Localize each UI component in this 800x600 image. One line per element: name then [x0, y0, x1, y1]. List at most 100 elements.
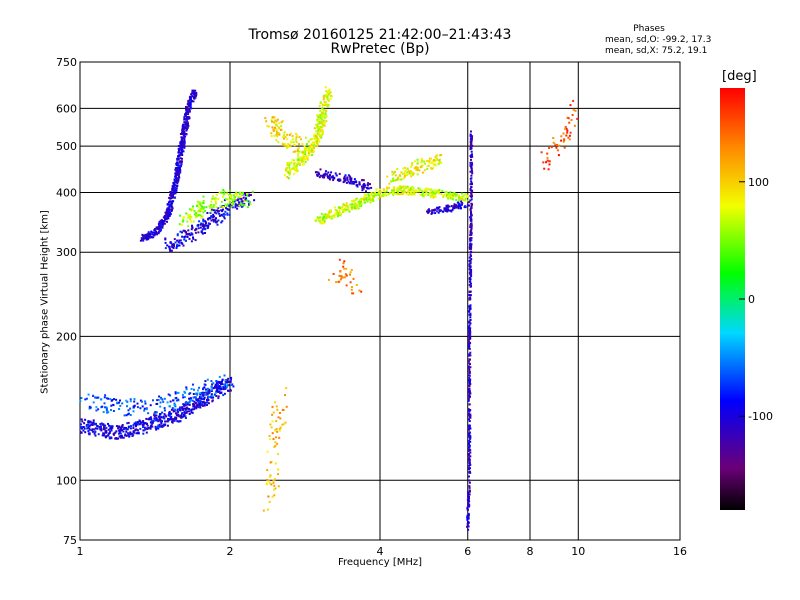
data-point — [160, 420, 163, 423]
data-point — [239, 196, 242, 198]
data-point — [100, 428, 103, 431]
data-point — [174, 168, 177, 171]
data-point — [127, 409, 130, 412]
data-point — [461, 203, 463, 206]
data-point — [322, 124, 325, 127]
data-point — [467, 425, 470, 428]
data-point — [192, 220, 195, 223]
data-point — [188, 408, 191, 410]
data-point — [447, 197, 450, 200]
data-point — [469, 305, 472, 308]
data-point — [125, 434, 128, 437]
data-point — [316, 145, 319, 147]
data-point — [232, 199, 235, 201]
data-point — [177, 391, 180, 394]
data-point — [183, 121, 186, 124]
data-point — [307, 152, 310, 155]
data-point — [404, 186, 407, 189]
data-point — [185, 124, 188, 127]
data-point — [453, 205, 456, 208]
data-point — [469, 463, 472, 466]
data-point — [275, 130, 278, 133]
data-point — [154, 412, 157, 415]
data-point — [341, 210, 344, 213]
data-point — [191, 92, 194, 95]
data-point — [382, 192, 384, 195]
data-point — [179, 157, 182, 160]
data-point — [360, 202, 363, 205]
data-point — [141, 400, 143, 403]
y-axis-label: Stationary phase Virtual Height [km] — [39, 210, 51, 394]
data-point — [210, 390, 213, 392]
data-point — [312, 142, 315, 144]
data-point — [183, 140, 186, 143]
data-point — [222, 208, 224, 211]
data-point — [205, 393, 208, 395]
data-point — [353, 199, 356, 202]
data-point — [317, 171, 320, 174]
data-point — [270, 426, 273, 429]
data-point — [445, 204, 448, 207]
data-point — [233, 199, 236, 202]
data-point — [196, 405, 199, 407]
data-point — [396, 187, 399, 189]
data-point — [289, 169, 292, 172]
data-point — [428, 210, 431, 212]
data-point — [191, 224, 193, 227]
data-point — [470, 246, 473, 249]
data-point — [208, 205, 211, 207]
data-point — [324, 172, 327, 175]
data-point — [320, 222, 323, 225]
data-point — [392, 177, 395, 180]
data-point — [469, 337, 472, 339]
data-point — [225, 207, 228, 210]
data-point — [402, 172, 404, 175]
data-point — [350, 269, 353, 271]
data-point — [273, 484, 276, 487]
data-point — [147, 418, 150, 421]
data-point — [469, 331, 472, 334]
data-point — [369, 199, 372, 202]
data-point — [419, 193, 422, 196]
data-point — [184, 415, 187, 418]
data-point — [192, 403, 194, 406]
data-point — [573, 124, 576, 127]
data-point — [157, 398, 160, 401]
data-point — [171, 186, 174, 189]
data-point — [318, 219, 321, 222]
data-point — [181, 154, 184, 156]
data-point — [194, 229, 197, 232]
data-point — [428, 157, 431, 160]
data-point — [348, 210, 351, 213]
data-point — [177, 398, 180, 401]
data-point — [219, 387, 222, 390]
data-point — [208, 391, 211, 394]
data-point — [272, 128, 275, 131]
data-point — [422, 191, 425, 194]
x-tick-label: 6 — [464, 545, 471, 558]
data-point — [469, 449, 472, 452]
data-point — [204, 232, 206, 234]
data-point — [320, 113, 323, 116]
data-point — [204, 393, 207, 395]
data-point — [470, 239, 473, 242]
data-point — [135, 425, 137, 428]
data-point — [87, 430, 90, 433]
data-point — [469, 170, 472, 173]
data-point — [145, 233, 148, 236]
data-point — [568, 121, 571, 124]
data-point — [118, 426, 121, 429]
data-point — [365, 198, 368, 201]
data-point — [329, 98, 332, 101]
data-point — [98, 426, 101, 429]
data-point — [276, 408, 279, 411]
data-point — [298, 162, 301, 165]
data-point — [458, 197, 461, 200]
data-point — [337, 215, 339, 218]
data-point — [101, 434, 104, 437]
data-point — [470, 275, 473, 278]
data-point — [361, 179, 364, 181]
data-point — [80, 431, 83, 434]
data-point — [329, 211, 332, 213]
data-point — [277, 416, 280, 419]
